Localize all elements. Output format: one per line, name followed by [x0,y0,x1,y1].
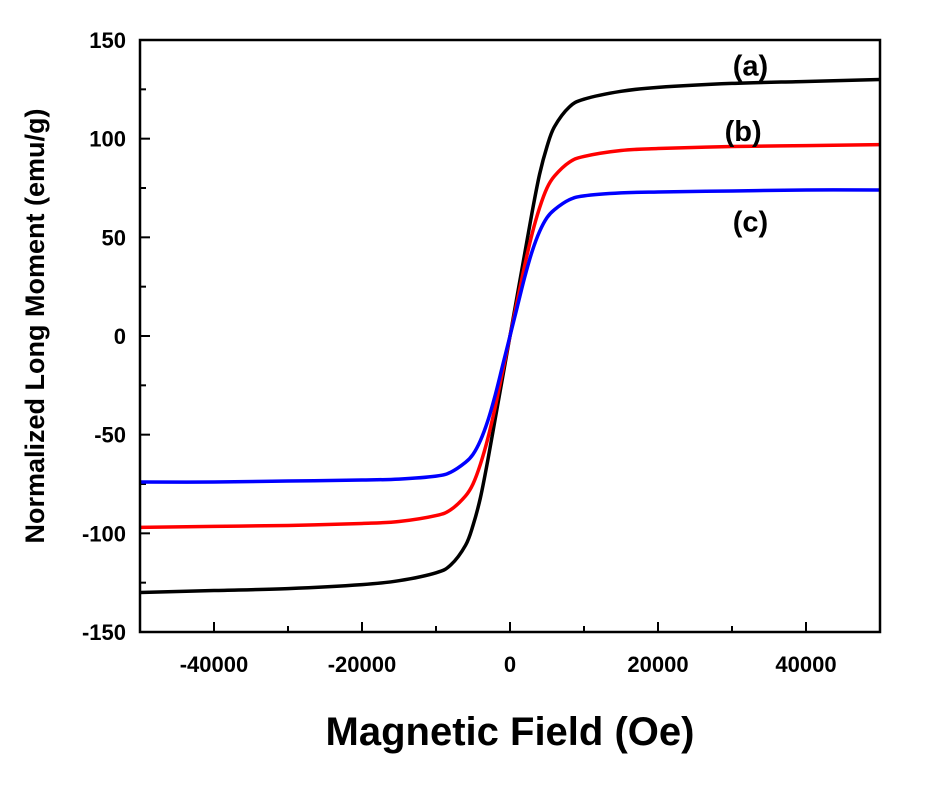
series-curves [139,77,881,595]
x-tick-label: -20000 [328,652,397,677]
series-label: (c) [733,207,768,239]
series-annotations: (a) (b) (c) [725,51,769,239]
x-tick-labels: -40000 -20000 0 20000 40000 [180,652,837,677]
y-tick-label: 0 [114,324,126,349]
y-tick-label: -150 [82,620,126,645]
x-tick-label: 0 [504,652,516,677]
y-tick-label: -100 [82,521,126,546]
series-label: (a) [733,51,768,83]
y-tick-label: 150 [89,28,126,53]
x-tick-label: 40000 [775,652,836,677]
x-tick-label: 20000 [627,652,688,677]
y-tick-label: -50 [94,423,126,448]
y-tick-label: 50 [102,225,126,250]
x-tick-label: -40000 [180,652,249,677]
y-tick-label: 100 [89,127,126,152]
plot-frame [138,38,882,634]
x-axis-title: Magnetic Field (Oe) [326,710,695,754]
y-tick-labels: -150 -100 -50 0 50 100 150 [82,28,126,645]
series-label: (b) [725,116,762,148]
series-line-c [139,188,881,484]
y-axis-title: Normalized Long Moment (emu/g) [20,109,50,544]
